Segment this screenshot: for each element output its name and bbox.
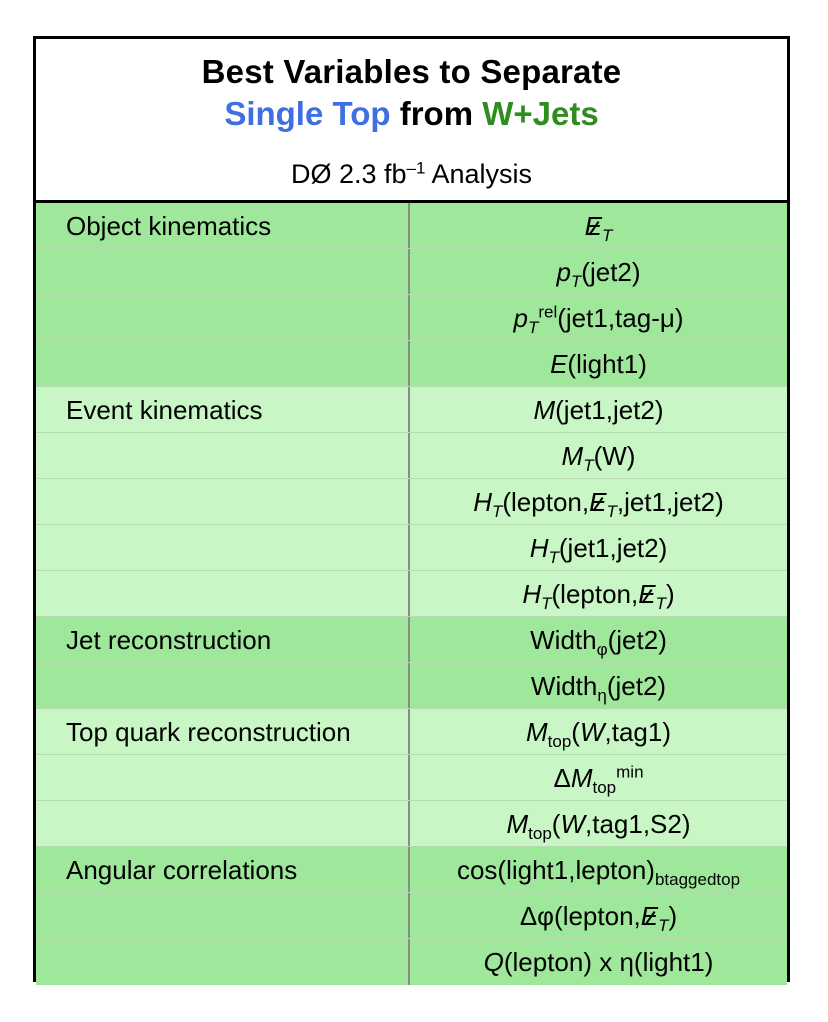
subtitle-suffix: Analysis — [425, 159, 533, 189]
table-row: Widthη(jet2) — [36, 663, 787, 709]
category-cell: Object kinematics — [66, 211, 272, 241]
table-row: Jet reconstruction Widthφ(jet2) — [36, 617, 787, 663]
category-cell — [36, 341, 408, 386]
variable-cell: HT(lepton,ET) — [408, 571, 787, 616]
variable-cell: Mtop(W,tag1,S2) — [408, 801, 787, 846]
title-w-jets: W+Jets — [482, 95, 599, 132]
variable-cell: Mtop(W,tag1) — [408, 709, 787, 754]
category-cell — [36, 801, 408, 846]
table-row: HT(lepton,ET,jet1,jet2) — [36, 479, 787, 525]
variable-cell: M(jet1,jet2) — [408, 387, 787, 432]
table-header: Best Variables to Separate Single Top fr… — [36, 39, 787, 203]
table-row: ΔMtopmin — [36, 755, 787, 801]
category-cell: Jet reconstruction — [66, 625, 272, 655]
table-row: HT(lepton,ET) — [36, 571, 787, 617]
table-row: HT(jet1,jet2) — [36, 525, 787, 571]
category-cell: Event kinematics — [66, 395, 263, 425]
variable-cell: ET — [408, 203, 787, 248]
category-cell — [36, 571, 408, 616]
variable-cell: Widthφ(jet2) — [408, 617, 787, 662]
table-row: Event kinematics M(jet1,jet2) — [36, 387, 787, 433]
category-cell: Angular correlations — [66, 855, 298, 885]
title-from: from — [390, 95, 483, 132]
variable-cell: Widthη(jet2) — [408, 663, 787, 708]
category-cell — [36, 663, 408, 708]
category-cell — [36, 893, 408, 938]
table-row: Top quark reconstruction Mtop(W,tag1) — [36, 709, 787, 755]
table-row: Q(lepton) x η(light1) — [36, 939, 787, 985]
variables-table-frame: Best Variables to Separate Single Top fr… — [33, 36, 790, 985]
table-row: Mtop(W,tag1,S2) — [36, 801, 787, 847]
table-row: Δφ(lepton,ET) — [36, 893, 787, 939]
table-row: E(light1) — [36, 341, 787, 387]
variable-cell: HT(jet1,jet2) — [408, 525, 787, 570]
category-cell — [36, 249, 408, 294]
table-body: Object kinematics ET pT(jet2) pTrel(jet1… — [36, 203, 787, 985]
variable-cell: cos(light1,lepton)btaggedtop — [408, 847, 787, 892]
variable-cell: pT(jet2) — [408, 249, 787, 294]
table-row: pTrel(jet1,tag-μ) — [36, 295, 787, 341]
variable-cell: ΔMtopmin — [408, 755, 787, 800]
category-cell — [36, 295, 408, 340]
subtitle-superscript: –1 — [406, 158, 426, 178]
table-row: Object kinematics ET — [36, 203, 787, 249]
category-cell — [36, 939, 408, 985]
category-cell — [36, 479, 408, 524]
analysis-subtitle: DØ 2.3 fb–1 Analysis — [36, 159, 787, 190]
category-cell — [36, 755, 408, 800]
category-cell — [36, 433, 408, 478]
variable-cell: MT(W) — [408, 433, 787, 478]
variable-cell: HT(lepton,ET,jet1,jet2) — [408, 479, 787, 524]
table-row: MT(W) — [36, 433, 787, 479]
variable-cell: E(light1) — [408, 341, 787, 386]
variable-cell: Δφ(lepton,ET) — [408, 893, 787, 938]
title-single-top: Single Top — [224, 95, 391, 132]
category-cell — [36, 525, 408, 570]
table-row: pT(jet2) — [36, 249, 787, 295]
header-divider — [36, 200, 787, 203]
title-line-1: Best Variables to Separate — [201, 53, 622, 90]
variable-cell: pTrel(jet1,tag-μ) — [408, 295, 787, 340]
variable-cell: Q(lepton) x η(light1) — [408, 939, 787, 985]
category-cell: Top quark reconstruction — [66, 717, 351, 747]
subtitle-prefix: DØ 2.3 fb — [290, 159, 407, 189]
title-line-2: Single Top from W+Jets — [36, 95, 787, 133]
table-row: Angular correlations cos(light1,lepton)b… — [36, 847, 787, 893]
